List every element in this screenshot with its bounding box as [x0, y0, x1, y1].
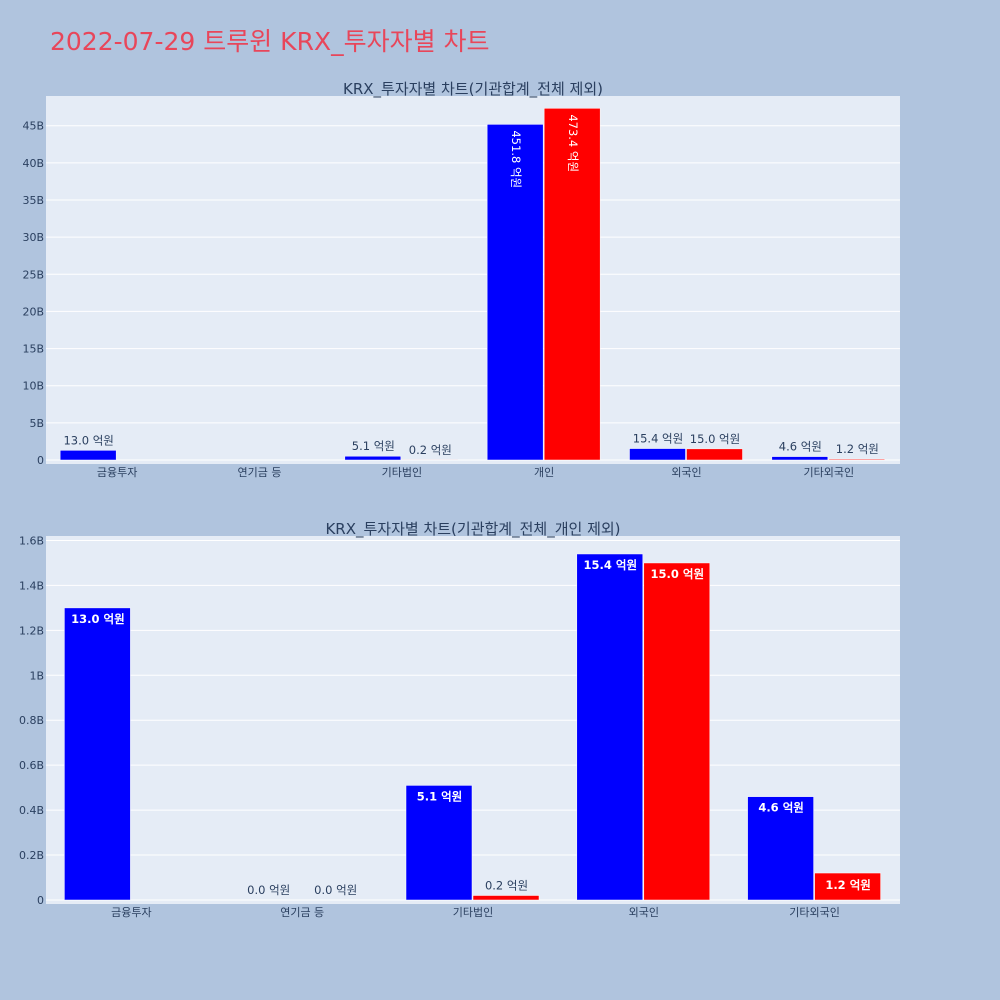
y-tick-label: 30B — [22, 231, 44, 244]
y-tick-label: 45B — [22, 120, 44, 133]
chart-title-2: KRX_투자자별 차트(기관합계_전체_개인 제외) — [325, 520, 620, 539]
x-tick-label: 연기금 등 — [238, 466, 282, 479]
data-label: 15.4 억원 — [633, 432, 683, 446]
y-tick-label: 15B — [22, 343, 44, 356]
x-tick-label: 개인 — [534, 466, 554, 479]
data-label: 13.0 억원 — [71, 612, 125, 626]
bar — [771, 456, 829, 461]
chart-title-1: KRX_투자자별 차트(기관합계_전체 제외) — [343, 80, 603, 99]
x-tick-label: 기타법인 — [453, 906, 493, 919]
plot-area-1 — [46, 96, 900, 464]
data-label: 451.8 억원 — [509, 130, 523, 188]
x-tick-label: 외국인 — [671, 466, 701, 479]
data-label: 4.6 억원 — [779, 440, 822, 454]
data-label: 0.0 억원 — [314, 883, 357, 897]
x-tick-label: 외국인 — [629, 906, 659, 919]
data-label: 5.1 억원 — [352, 439, 395, 453]
y-tick-label: 5B — [29, 417, 44, 430]
y-tick-label: 1.4B — [19, 579, 44, 592]
data-label: 1.2 억원 — [836, 442, 879, 456]
bar — [828, 458, 886, 461]
bar — [64, 607, 131, 901]
data-label: 4.6 억원 — [758, 801, 804, 815]
bar — [686, 448, 743, 461]
y-tick-label: 25B — [22, 268, 44, 281]
page-title: 2022-07-29 트루윈 KRX_투자자별 차트 — [50, 27, 490, 56]
bar — [747, 796, 814, 901]
y-tick-label: 0 — [37, 454, 44, 467]
data-label: 13.0 억원 — [63, 433, 113, 447]
bar — [814, 872, 881, 901]
y-tick-label: 0.2B — [19, 849, 44, 862]
y-tick-label: 1B — [29, 669, 44, 682]
y-tick-label: 10B — [22, 380, 44, 393]
data-label: 0.2 억원 — [485, 879, 528, 893]
x-tick-label: 기타외국인 — [789, 906, 840, 919]
y-tick-label: 0 — [37, 894, 44, 907]
data-label: 0.2 억원 — [409, 443, 452, 457]
data-label: 0.0 억원 — [247, 883, 290, 897]
data-label: 15.4 억원 — [584, 558, 638, 572]
bar — [576, 553, 644, 901]
bar — [643, 562, 711, 901]
data-label: 15.0 억원 — [651, 567, 705, 581]
data-label: 5.1 억원 — [417, 789, 463, 803]
x-tick-label: 금융투자 — [97, 466, 137, 479]
bar — [472, 895, 540, 901]
y-tick-label: 0.8B — [19, 714, 44, 727]
y-tick-label: 35B — [22, 194, 44, 207]
bar — [405, 785, 473, 901]
x-tick-label: 연기금 등 — [280, 906, 324, 919]
data-label: 1.2 억원 — [825, 878, 871, 892]
x-tick-label: 금융투자 — [111, 906, 151, 919]
bar — [486, 124, 544, 461]
y-tick-label: 20B — [22, 305, 44, 318]
bar — [629, 448, 686, 461]
y-tick-label: 0.4B — [19, 804, 44, 817]
data-label: 473.4 억원 — [566, 114, 580, 172]
data-label: 15.0 억원 — [690, 432, 740, 446]
x-tick-label: 기타법인 — [382, 466, 422, 479]
bar — [59, 450, 117, 461]
y-tick-label: 0.6B — [19, 759, 44, 772]
x-tick-label: 기타외국인 — [804, 466, 855, 479]
y-tick-label: 1.6B — [19, 534, 44, 547]
y-tick-label: 1.2B — [19, 624, 44, 637]
bar — [344, 455, 402, 461]
bar — [543, 108, 601, 461]
y-tick-label: 40B — [22, 157, 44, 170]
